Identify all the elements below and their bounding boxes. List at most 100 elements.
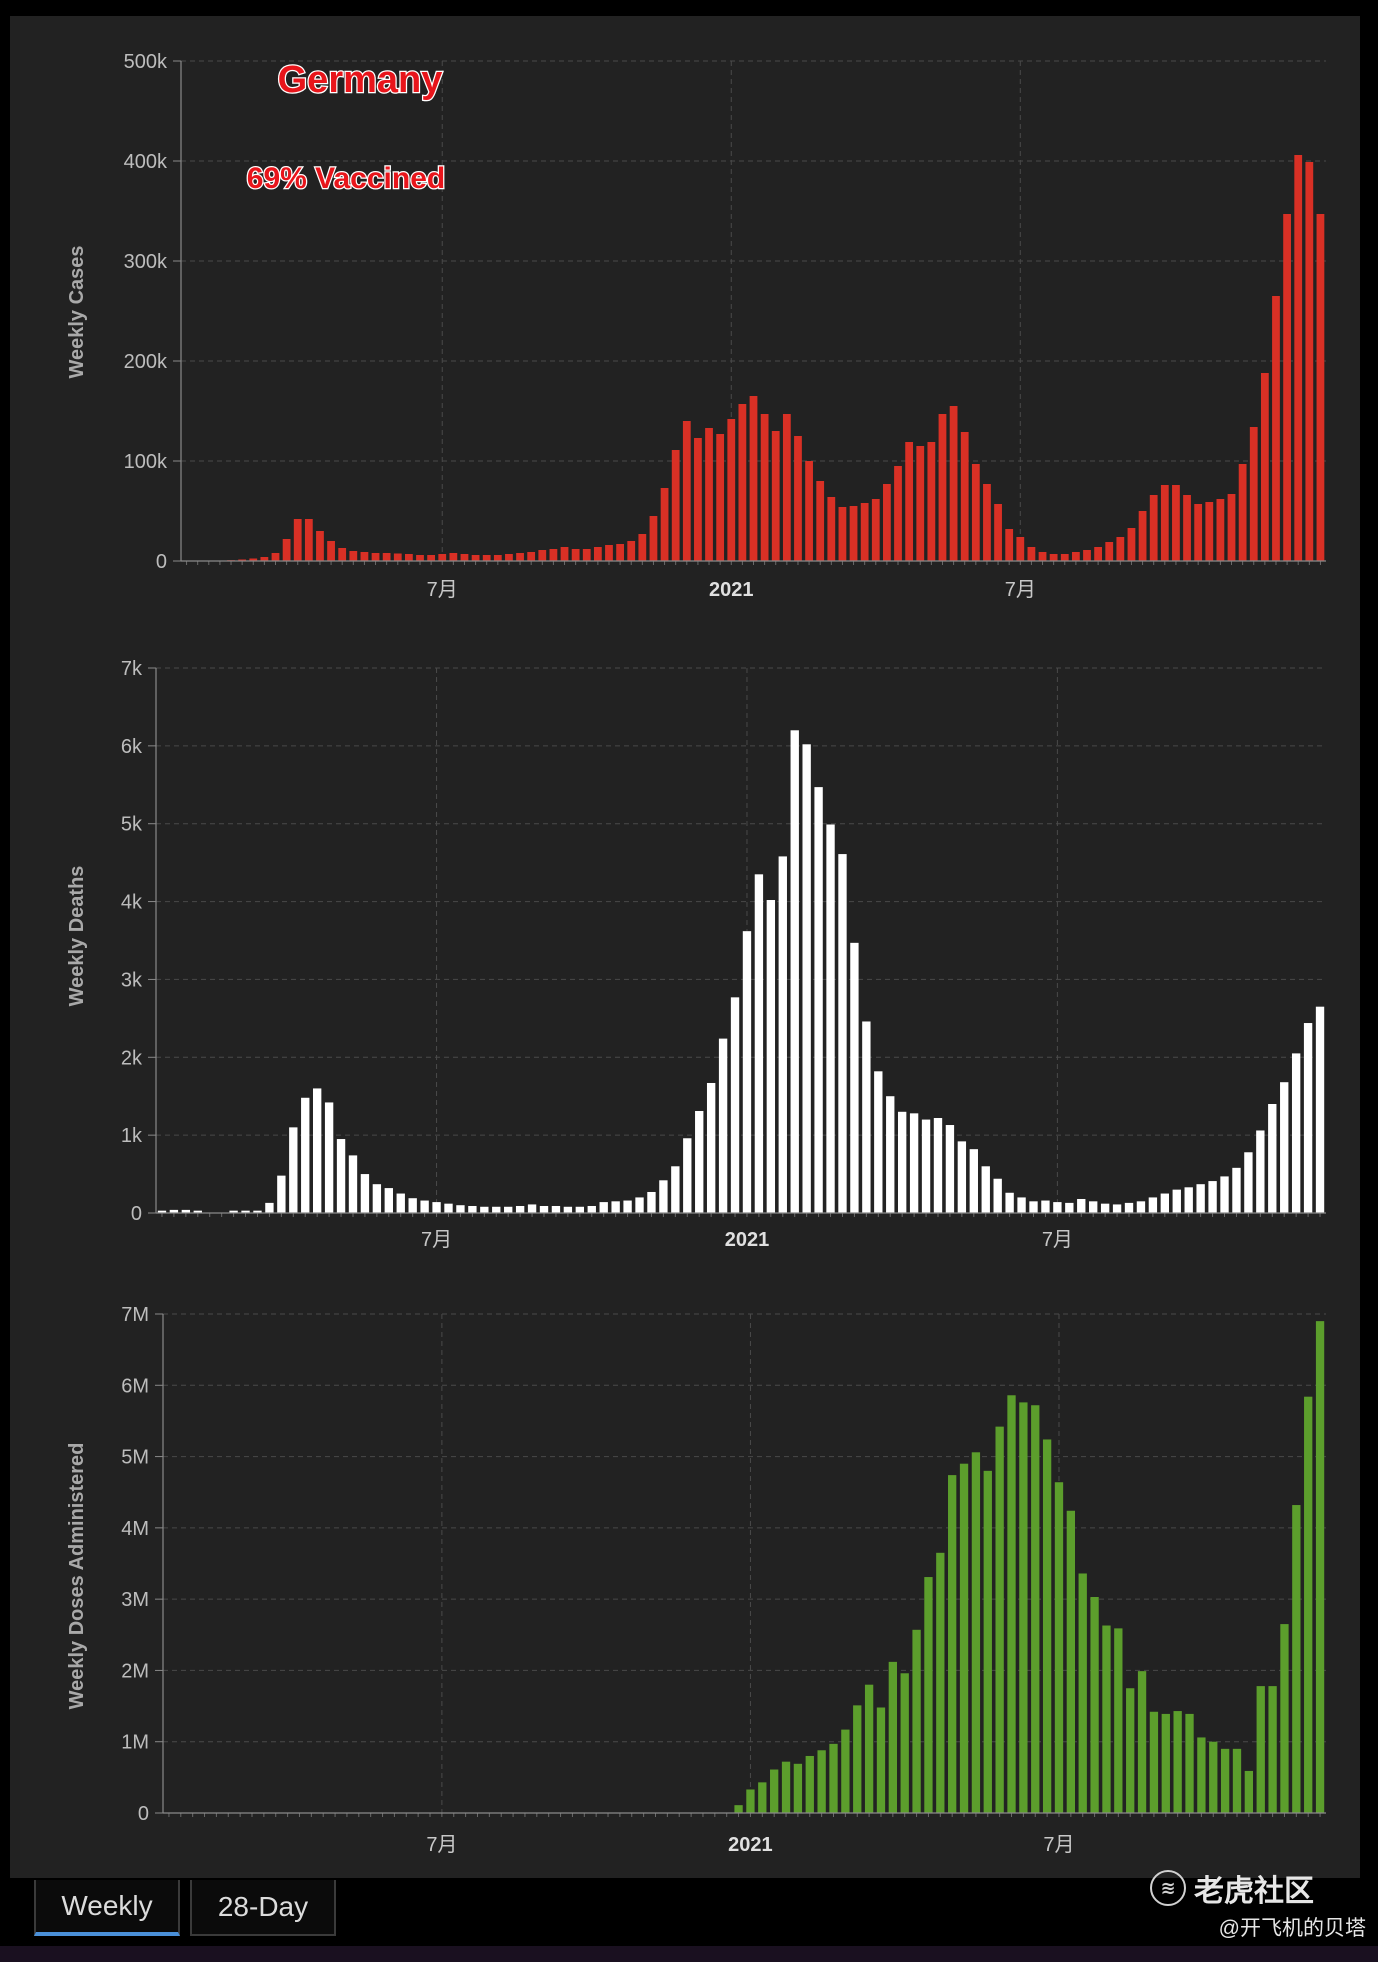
vaccination-rate-label: 69% Vaccined (247, 162, 445, 195)
deaths-bar (312, 1088, 322, 1213)
cases-bar (694, 438, 702, 561)
cases-bar (1294, 155, 1303, 561)
cases-bar (316, 531, 324, 561)
doses-bar (829, 1743, 838, 1813)
cases-bar (860, 503, 869, 561)
doses-bar (1173, 1711, 1182, 1813)
cases-bar (1194, 504, 1203, 561)
doses-bar (948, 1475, 957, 1813)
cases-bar (371, 553, 380, 561)
deaths-bar (742, 931, 752, 1213)
doses-bar (1197, 1737, 1206, 1813)
doses-ytick-label: 3M (121, 1589, 149, 1611)
cases-bar (1094, 547, 1102, 561)
cases-bar (1038, 552, 1047, 561)
cases-bar (438, 554, 447, 561)
deaths-bar (874, 1071, 883, 1213)
doses-ytick-label: 1M (121, 1732, 149, 1754)
deaths-bar (1184, 1187, 1193, 1213)
deaths-bar (1196, 1184, 1205, 1213)
watermark-brand: 老虎社区 (1194, 1875, 1314, 1908)
deaths-bar (826, 824, 835, 1213)
cases-bar (282, 539, 291, 561)
cases-bar (260, 557, 269, 561)
cases-bar (883, 484, 891, 561)
doses-bar (1078, 1573, 1087, 1813)
doses-bar (746, 1789, 755, 1813)
deaths-ytick-label: 7k (121, 658, 143, 680)
cases-bar (516, 553, 524, 561)
deaths-bar (456, 1205, 465, 1213)
deaths-bar (1232, 1167, 1241, 1213)
cases-bar (571, 549, 580, 561)
deaths-bar (635, 1197, 644, 1213)
doses-bars (734, 1321, 1325, 1813)
cases-bar (416, 555, 424, 561)
doses-bar (1280, 1624, 1289, 1813)
cases-bar (293, 519, 302, 561)
cases-bars (182, 155, 1325, 561)
cases-bar (482, 555, 491, 561)
deaths-bar (1160, 1193, 1170, 1213)
deaths-bar (754, 874, 764, 1213)
doses-bar (805, 1755, 814, 1813)
doses-xtick-label: 7月 (426, 1834, 457, 1856)
cases-bar (971, 464, 980, 561)
deaths-bar (181, 1209, 191, 1213)
cases-bar (1105, 542, 1114, 561)
cases-bar (983, 484, 991, 561)
deaths-bar (193, 1210, 202, 1213)
cases-ytick-label: 400k (124, 151, 168, 173)
cases-bar (249, 558, 258, 561)
doses-bar (1019, 1402, 1028, 1813)
cases-ytick-label: 300k (124, 251, 168, 273)
deaths-bar (301, 1097, 310, 1213)
cases-bar (1049, 554, 1058, 561)
deaths-bar (1100, 1203, 1110, 1213)
tab-weekly[interactable]: Weekly (34, 1880, 180, 1936)
cases-bar (304, 519, 313, 561)
deaths-bar (1017, 1197, 1026, 1213)
doses-bar (1256, 1686, 1265, 1813)
cases-bar (1305, 162, 1314, 561)
deaths-bar (444, 1203, 453, 1213)
doses-bar (1304, 1396, 1313, 1813)
cases-bar (1272, 296, 1280, 561)
deaths-bar (1053, 1202, 1062, 1213)
doses-ytick-label: 5M (121, 1447, 149, 1469)
deaths-ytick-label: 2k (121, 1047, 143, 1069)
cases-bar (749, 396, 758, 561)
deaths-bar (1124, 1202, 1134, 1213)
deaths-bar (241, 1210, 250, 1213)
deaths-bar (886, 1096, 895, 1213)
deaths-bar (647, 1191, 656, 1213)
doses-ytick-label: 2M (121, 1660, 149, 1682)
doses-bar (1031, 1405, 1040, 1813)
cases-bar (1316, 214, 1325, 561)
cases-bar (994, 504, 1002, 561)
doses-bar (1220, 1748, 1230, 1813)
cases-bar (427, 555, 436, 561)
tab-weekly-label: Weekly (61, 1890, 153, 1921)
charts-svg: 0 100k 200k 300k 400k 500k 7月 2021 7月 Weekly Cas… (66, 51, 1326, 1856)
deaths-bar (504, 1206, 513, 1213)
doses-bar (781, 1761, 791, 1813)
deaths-bar (802, 744, 811, 1213)
deaths-bar (324, 1102, 334, 1213)
cases-bar (816, 481, 825, 561)
doses-axes: 0 1M 2M 3M 4M 5M 6M 7M 7月 2021 7月 (121, 1304, 1326, 1856)
deaths-bar (718, 1038, 728, 1213)
deaths-bar (480, 1206, 489, 1213)
cases-ylabel: Weekly Cases (66, 245, 88, 378)
tab-28-day[interactable]: 28-Day (190, 1880, 336, 1936)
deaths-bar (1089, 1201, 1098, 1213)
deaths-xtick-label: 7月 (421, 1229, 452, 1251)
cases-bar (1005, 529, 1014, 561)
cases-bar (1149, 495, 1158, 561)
cases-bar (460, 554, 469, 561)
deaths-bar (671, 1166, 680, 1213)
deaths-bar (348, 1155, 358, 1213)
doses-bar (1114, 1628, 1123, 1813)
deaths-bar (933, 1118, 943, 1213)
cases-bar (527, 552, 536, 561)
